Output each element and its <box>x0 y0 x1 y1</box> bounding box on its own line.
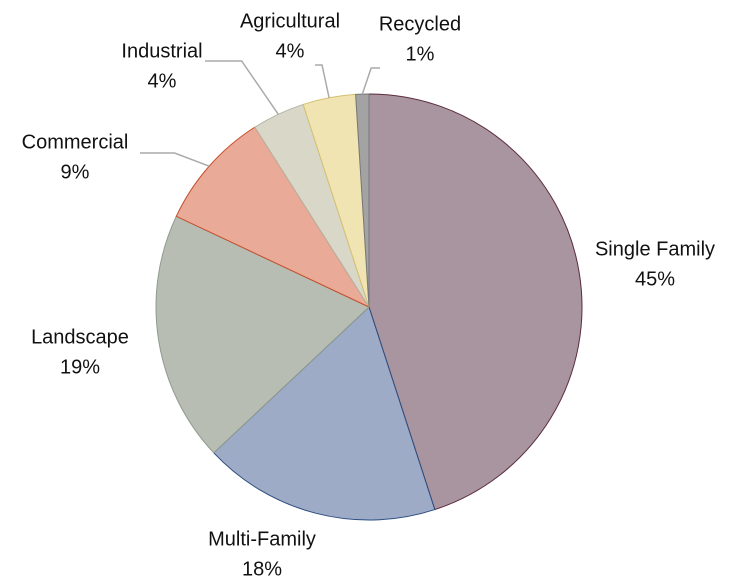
pie-slice <box>368 93 583 511</box>
slice-label: Industrial <box>121 40 202 62</box>
slice-value-label: 18% <box>242 558 282 579</box>
pie-slice <box>213 306 436 521</box>
pie-slice <box>155 215 370 454</box>
leader-line <box>315 64 330 98</box>
slice-value-label: 4% <box>276 40 305 62</box>
slice-label: Agricultural <box>240 10 340 32</box>
slice-value-label: 4% <box>148 70 177 92</box>
slice-value-label: 1% <box>406 43 435 65</box>
leader-line <box>361 67 380 95</box>
leader-line <box>140 152 210 167</box>
leader-line <box>205 60 279 115</box>
slice-label: Landscape <box>31 326 129 348</box>
slice-value-label: 19% <box>60 356 100 378</box>
slice-label: Commercial <box>22 131 129 153</box>
slice-value-label: 45% <box>635 268 675 290</box>
slice-label: Multi-Family <box>208 528 316 550</box>
pie-slice <box>175 126 371 309</box>
slice-label: Single Family <box>595 238 715 260</box>
slice-label: Recycled <box>379 13 461 35</box>
slice-value-label: 9% <box>61 161 90 183</box>
